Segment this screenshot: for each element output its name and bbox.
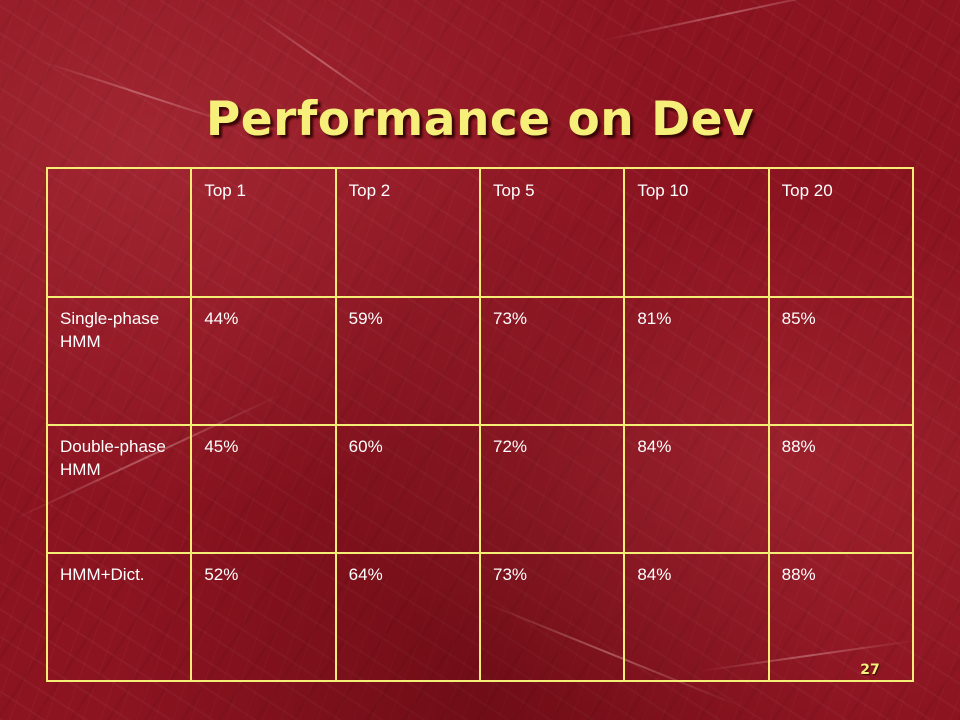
table-cell: 72% (478, 424, 626, 554)
table-header-cell: Top 10 (623, 167, 770, 298)
row-label-cell: Single-phase HMM (45, 296, 193, 426)
table-cell: 73% (478, 296, 626, 426)
table-header-cell: Top 2 (334, 167, 481, 298)
table-cell: 45% (190, 424, 337, 554)
background-crease (599, 0, 855, 42)
slide-title: Performance on Dev (205, 92, 755, 147)
row-label-cell: Double-phase HMM (45, 424, 193, 554)
slide-page-number: 27 (860, 662, 880, 678)
table-cell: 44% (190, 296, 337, 426)
table-cell: 81% (623, 296, 770, 426)
table-header-cell (45, 167, 193, 298)
table-header-cell: Top 20 (767, 167, 915, 298)
table-cell: 60% (334, 424, 481, 554)
row-label-cell: HMM+Dict. (45, 552, 193, 682)
table-cell: 64% (334, 552, 481, 682)
table-cell: 88% (767, 424, 915, 554)
table-header-cell: Top 1 (190, 167, 337, 298)
table-cell: 52% (190, 552, 337, 682)
table-row: Double-phase HMM 45% 60% 72% 84% 88% (45, 424, 915, 554)
table-cell: 59% (334, 296, 481, 426)
table-cell: 73% (478, 552, 626, 682)
table-row: Single-phase HMM 44% 59% 73% 81% 85% (45, 296, 915, 426)
table-cell: 84% (623, 552, 770, 682)
table-cell: 88% (767, 552, 915, 682)
performance-table: Top 1 Top 2 Top 5 Top 10 Top 20 Single-p… (45, 167, 915, 682)
table-header-cell: Top 5 (478, 167, 626, 298)
table-cell: 84% (623, 424, 770, 554)
table-row: HMM+Dict. 52% 64% 73% 84% 88% (45, 552, 915, 682)
table-cell: 85% (767, 296, 915, 426)
table-header-row: Top 1 Top 2 Top 5 Top 10 Top 20 (45, 167, 915, 298)
